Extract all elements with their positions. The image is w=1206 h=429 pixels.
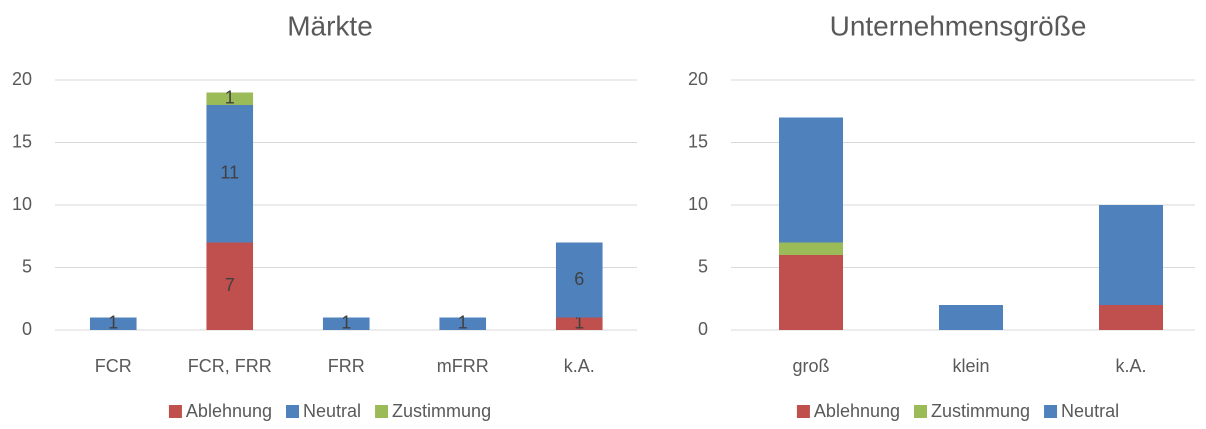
- bar-segment: [555, 317, 603, 330]
- legend-swatch: [375, 405, 389, 418]
- bar-segment: [779, 242, 843, 255]
- y-tick-label: 15: [12, 131, 32, 151]
- x-tick-label: groß: [792, 356, 829, 376]
- y-tick-label: 5: [698, 256, 708, 276]
- x-tick-label: mFRR: [437, 356, 489, 376]
- legend-label: Zustimmung: [931, 401, 1030, 421]
- y-tick-label: 10: [688, 194, 708, 214]
- data-label: 1: [341, 313, 351, 333]
- legend-label: Ablehnung: [186, 401, 272, 421]
- legend-label: Neutral: [1061, 401, 1119, 421]
- x-tick-label: FCR, FRR: [188, 356, 272, 376]
- legend: Ablehnung Zustimmung Neutral: [796, 401, 1119, 421]
- bar-segment: [89, 317, 137, 330]
- data-label: 1: [225, 88, 235, 108]
- data-label: 1: [458, 313, 468, 333]
- chart-title: Unternehmensgröße: [830, 10, 1087, 41]
- y-tick-label: 0: [698, 319, 708, 339]
- bar-segment: [1099, 305, 1163, 330]
- bar-segment: [555, 242, 603, 318]
- chart-title: Märkte: [287, 10, 373, 41]
- legend-swatch: [168, 405, 182, 418]
- data-label: 7: [225, 275, 235, 295]
- data-label: 11: [220, 163, 239, 183]
- data-label: 1: [108, 313, 118, 333]
- bar-segment: [1099, 205, 1163, 305]
- legend-swatch: [1044, 405, 1058, 418]
- legend-label: Neutral: [303, 401, 361, 421]
- y-tick-label: 15: [688, 131, 708, 151]
- bar-segment: [779, 255, 843, 330]
- x-tick-label: FRR: [328, 356, 365, 376]
- legend-label: Zustimmung: [392, 401, 491, 421]
- bar-segment: [206, 92, 254, 105]
- y-tick-label: 0: [22, 319, 32, 339]
- y-tick-label: 20: [688, 69, 708, 89]
- legend-swatch: [796, 405, 810, 418]
- bar-segment: [439, 317, 487, 330]
- legend-label: Ablehnung: [814, 401, 900, 421]
- bar-segment: [939, 305, 1003, 330]
- x-tick-label: FCR: [95, 356, 132, 376]
- legend: Ablehnung Neutral Zustimmung: [168, 401, 491, 421]
- data-label: 6: [574, 269, 584, 289]
- bar-segment: [779, 117, 843, 243]
- x-tick-label: k.A.: [1115, 356, 1146, 376]
- y-tick-label: 5: [22, 256, 32, 276]
- x-tick-label: klein: [952, 356, 989, 376]
- bar-segment: [206, 105, 254, 243]
- bar-segment: [206, 242, 254, 330]
- legend-swatch: [914, 405, 928, 418]
- y-tick-label: 20: [12, 69, 32, 89]
- bar-segment: [322, 317, 370, 330]
- x-tick-label: k.A.: [564, 356, 595, 376]
- legend-swatch: [286, 405, 300, 418]
- data-label: 1: [574, 313, 584, 333]
- y-tick-label: 10: [12, 194, 32, 214]
